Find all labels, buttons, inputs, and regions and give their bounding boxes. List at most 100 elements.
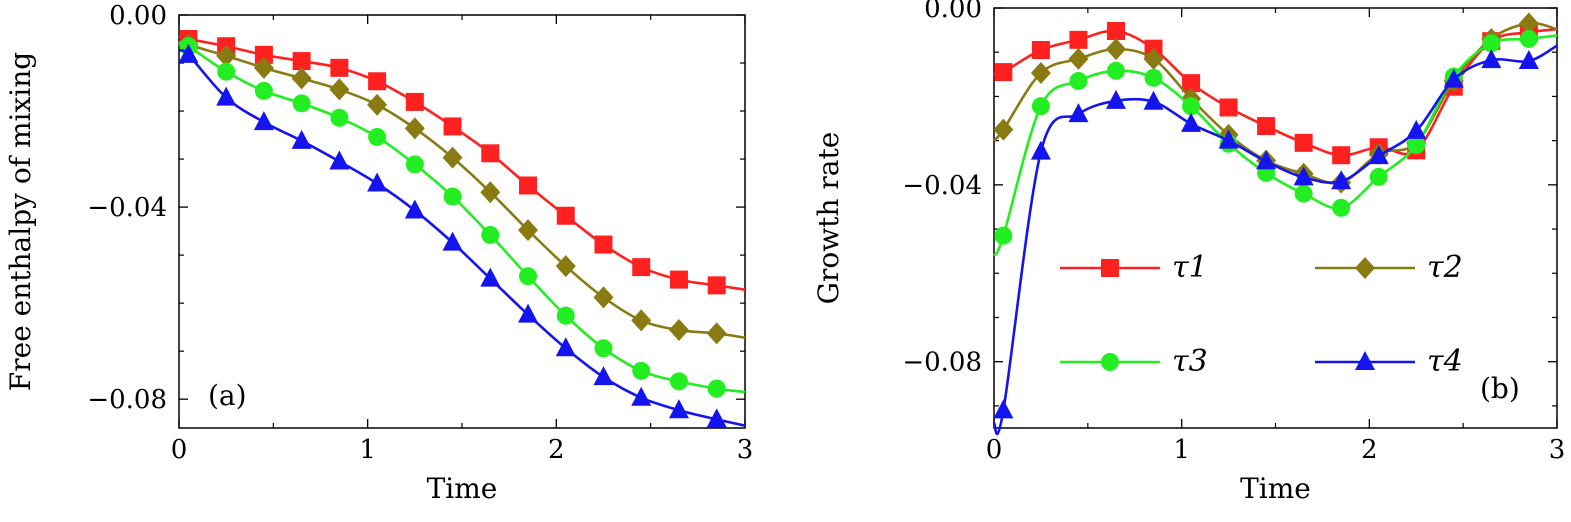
data-point-tau4 <box>329 150 350 170</box>
x-tick-label: 3 <box>1549 435 1566 465</box>
y-tick-label: −0.04 <box>87 193 167 223</box>
data-point-tau3 <box>292 94 311 113</box>
data-point-tau2 <box>1143 47 1164 70</box>
data-point-tau2 <box>404 117 425 140</box>
panel-label: (a) <box>208 379 247 412</box>
data-point-tau1 <box>1332 146 1351 165</box>
data-point-tau1 <box>1219 98 1238 117</box>
data-point-tau3 <box>217 62 236 81</box>
x-axis-title: Time <box>1240 472 1311 505</box>
data-point-tau4 <box>1181 112 1202 132</box>
data-point-tau4 <box>1406 119 1427 139</box>
data-point-tau1 <box>1257 117 1276 136</box>
data-point-tau4 <box>1481 49 1502 69</box>
data-point-tau1 <box>556 206 575 225</box>
x-axis-title: Time <box>427 472 498 505</box>
legend-label-tau3: τ3 <box>1172 344 1208 379</box>
legend-marker-tau3 <box>1101 353 1119 371</box>
legend-marker-tau2 <box>1355 257 1375 279</box>
data-point-tau3 <box>1182 97 1201 116</box>
data-point-tau4 <box>593 366 614 386</box>
data-point-tau1 <box>1031 41 1050 59</box>
data-point-tau4 <box>1030 140 1051 160</box>
data-point-tau1 <box>330 58 349 77</box>
data-point-tau1 <box>1069 30 1088 49</box>
plot-frame <box>993 7 1558 429</box>
data-point-tau1 <box>994 63 1013 82</box>
x-tick-label: 0 <box>171 435 188 465</box>
data-point-tau4 <box>178 43 199 63</box>
y-tick-label: 0.00 <box>109 1 167 31</box>
data-point-tau4 <box>1293 166 1314 186</box>
data-point-tau1 <box>594 235 613 254</box>
data-point-tau1 <box>707 276 726 295</box>
data-point-tau4 <box>631 386 652 406</box>
data-point-tau1 <box>481 144 500 163</box>
y-tick-label: −0.04 <box>902 171 982 201</box>
data-point-tau2 <box>518 219 539 242</box>
x-tick-label: 3 <box>737 435 754 465</box>
y-tick-label: −0.08 <box>902 348 982 378</box>
data-point-tau3 <box>1144 68 1163 87</box>
data-point-tau2 <box>216 44 237 67</box>
data-point-tau1 <box>254 45 273 64</box>
data-point-tau2 <box>1030 61 1051 84</box>
x-tick-label: 0 <box>986 435 1003 465</box>
data-point-tau3 <box>368 127 387 146</box>
data-point-tau2 <box>442 146 463 169</box>
data-point-tau4 <box>555 337 576 357</box>
data-point-tau2 <box>706 322 727 345</box>
data-point-tau3 <box>443 187 462 206</box>
legend-marker-tau1 <box>1101 259 1119 277</box>
data-point-tau1 <box>405 92 424 111</box>
data-point-tau2 <box>993 118 1014 141</box>
data-point-tau3 <box>1106 61 1125 80</box>
y-axis-title: Free enthalpy of mixing <box>4 52 37 391</box>
data-point-tau3 <box>1069 71 1088 90</box>
x-tick-label: 1 <box>1173 435 1190 465</box>
data-point-tau3 <box>254 81 273 100</box>
data-point-tau3 <box>330 108 349 127</box>
data-point-tau4 <box>1368 145 1389 165</box>
data-point-tau4 <box>216 86 237 106</box>
data-point-tau3 <box>1482 34 1501 53</box>
data-point-tau3 <box>707 379 726 398</box>
data-point-tau3 <box>1519 29 1538 48</box>
data-point-tau4 <box>404 199 425 219</box>
data-point-tau3 <box>1407 136 1426 155</box>
data-point-tau3 <box>405 155 424 174</box>
data-point-tau2 <box>631 309 652 332</box>
data-point-tau4 <box>1068 103 1089 123</box>
data-point-tau2 <box>291 67 312 90</box>
y-tick-label: −0.08 <box>87 385 167 415</box>
legend-label-tau1: τ1 <box>1172 250 1208 285</box>
data-point-tau2 <box>1068 47 1089 70</box>
data-point-tau2 <box>555 255 576 278</box>
data-point-tau4 <box>668 399 689 419</box>
data-point-tau3 <box>994 226 1013 245</box>
data-point-tau1 <box>1106 21 1125 40</box>
data-point-tau1 <box>632 258 651 277</box>
legend-label-tau4: τ4 <box>1427 344 1463 379</box>
data-point-tau4 <box>480 267 501 287</box>
data-point-tau4 <box>1331 170 1352 190</box>
data-point-tau1 <box>669 270 688 289</box>
data-point-tau1 <box>368 72 387 91</box>
series-line-tau4 <box>178 48 746 427</box>
data-point-tau3 <box>1369 167 1388 186</box>
data-point-tau3 <box>519 267 538 286</box>
data-point-tau4 <box>367 172 388 192</box>
data-point-tau3 <box>1332 198 1351 217</box>
panel-b-growth-rate-chart: 0 1 2 3 0.00 −0.04 −0.08 Time Growth rate (b) τ1 τ2… <box>812 0 1565 505</box>
x-tick-label: 1 <box>359 435 376 465</box>
y-axis-title: Growth rate <box>812 132 845 305</box>
data-point-tau2 <box>668 319 689 342</box>
data-point-tau2 <box>367 93 388 116</box>
data-point-tau2 <box>253 56 274 79</box>
data-point-tau4 <box>291 129 312 149</box>
data-point-tau3 <box>1031 97 1050 116</box>
data-point-tau1 <box>519 176 538 195</box>
data-point-tau4 <box>1218 129 1239 149</box>
data-point-tau4 <box>1105 89 1126 109</box>
